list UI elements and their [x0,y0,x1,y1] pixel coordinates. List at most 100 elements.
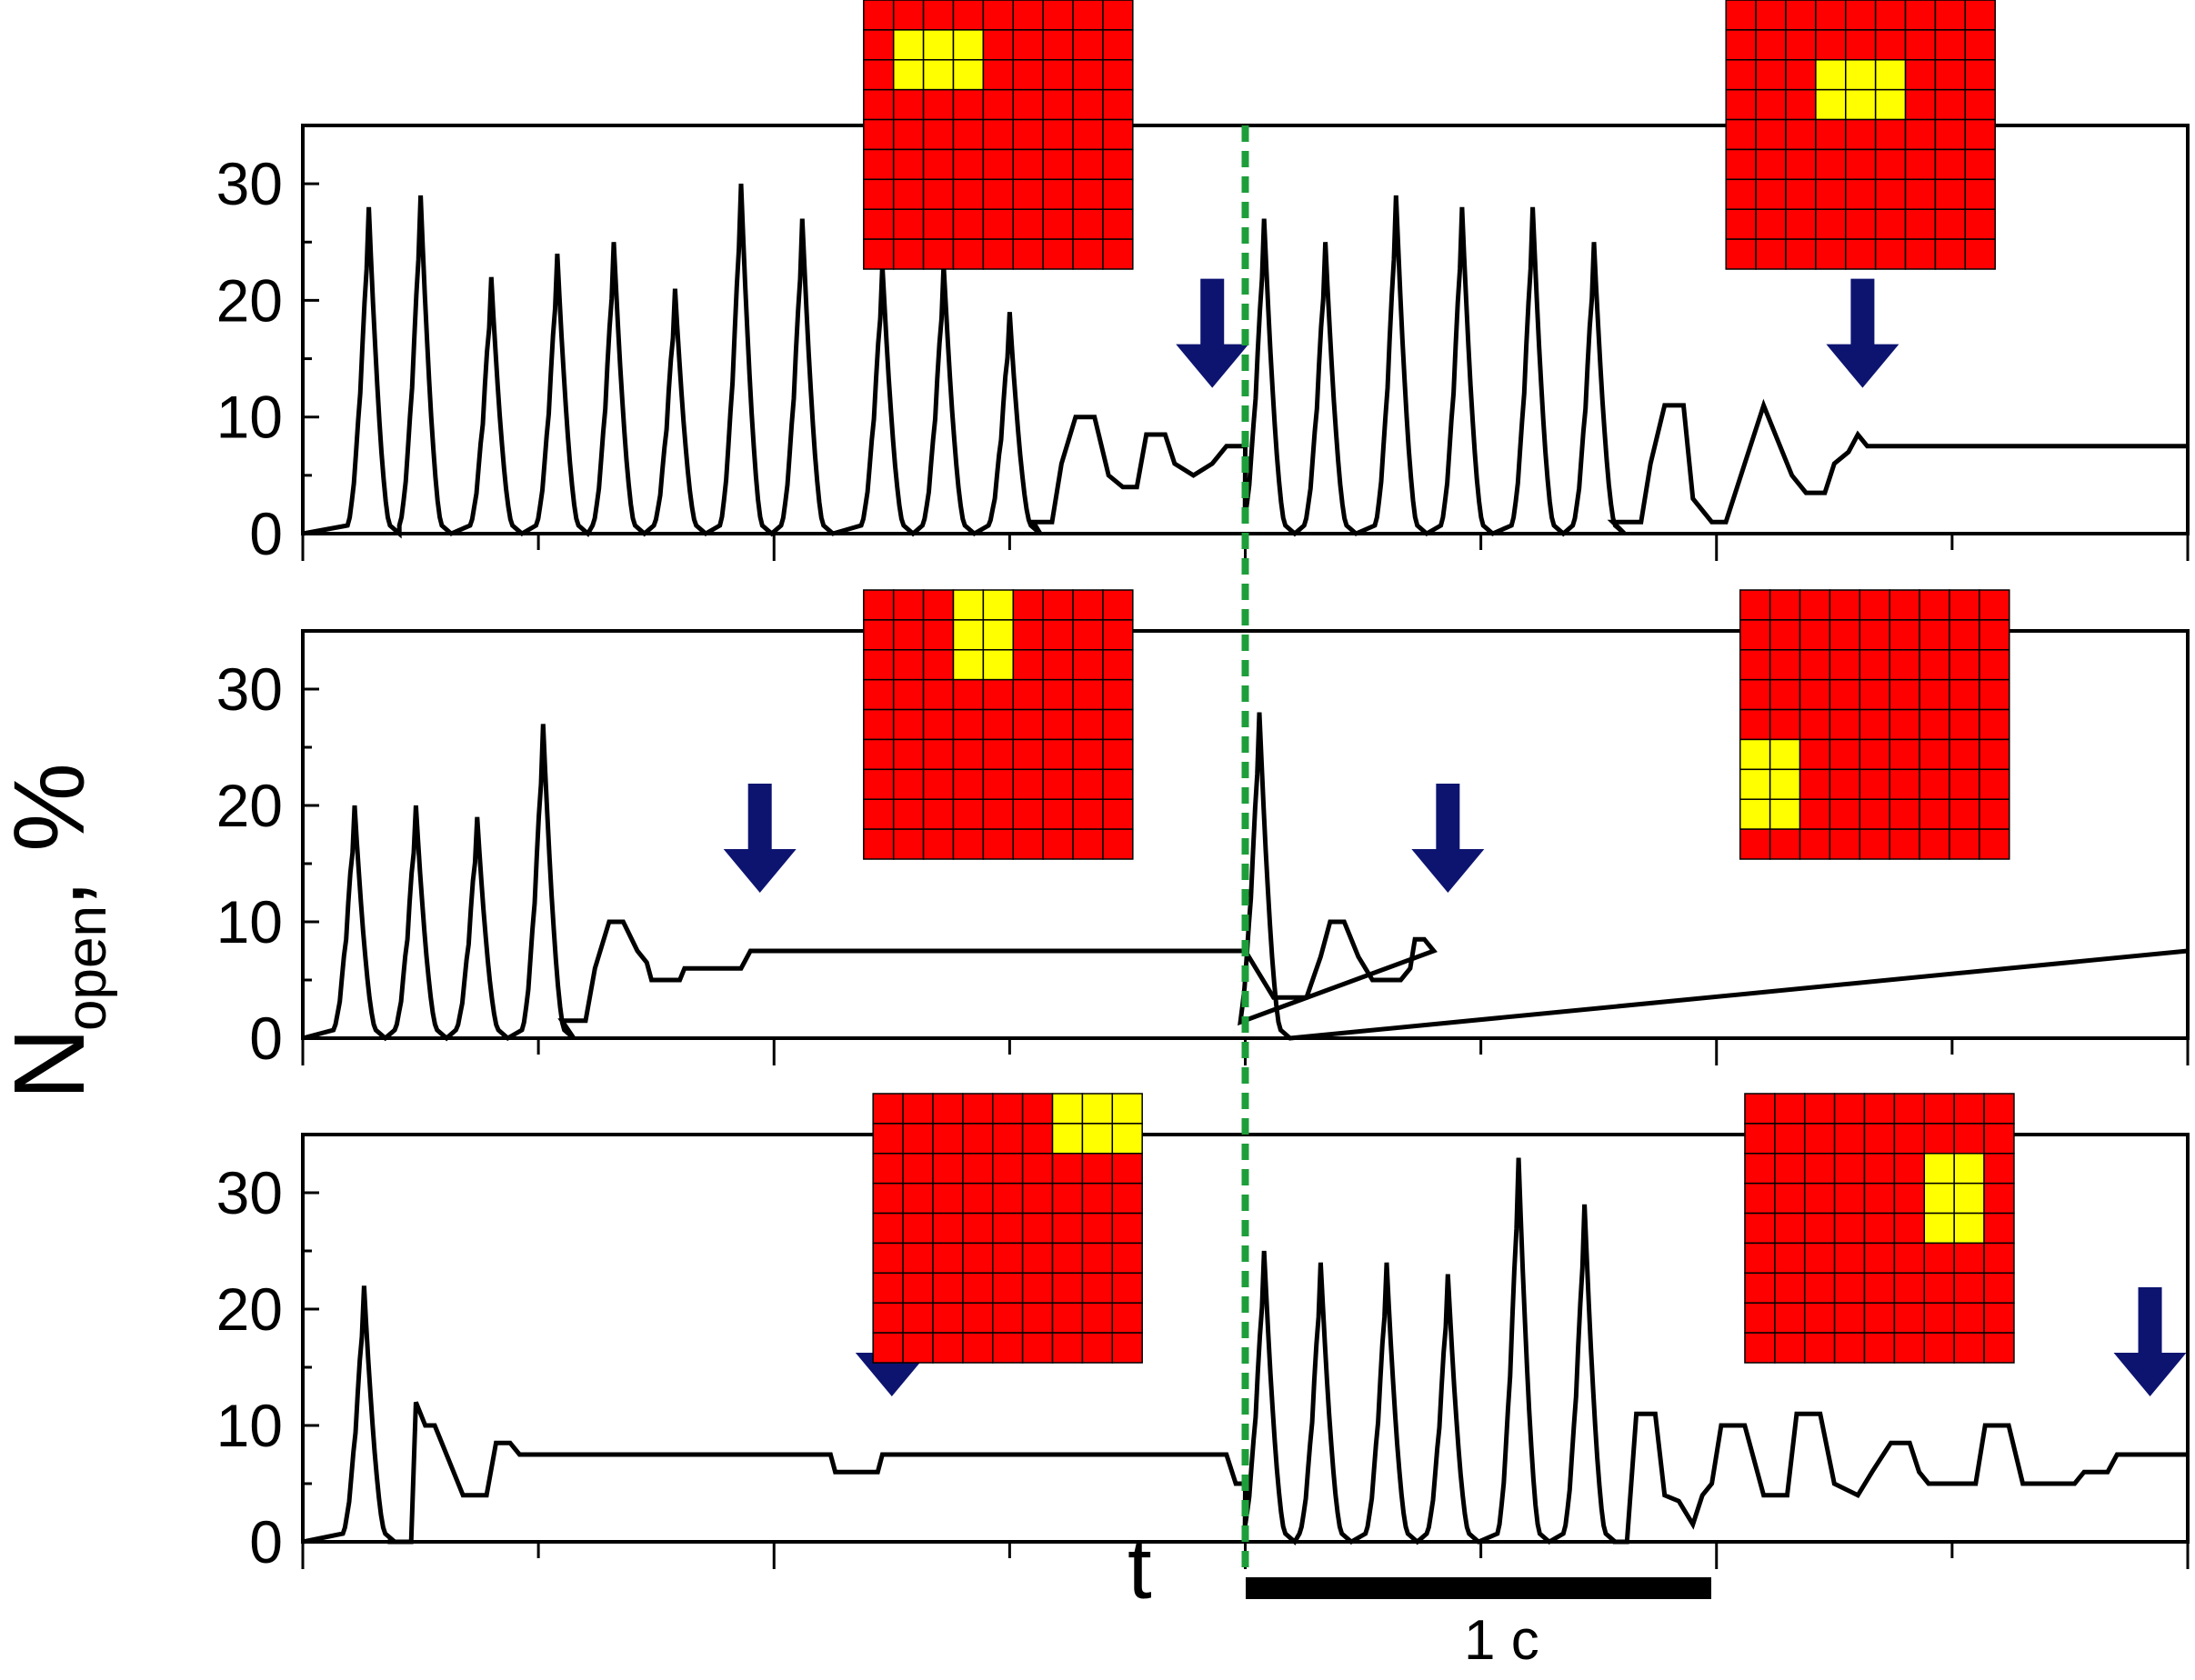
grid-cell [1923,1242,1955,1275]
grid-cell [872,1212,904,1245]
grid-cell [1102,59,1134,91]
grid-cell [1051,1212,1084,1245]
grid-cell [1012,148,1044,181]
grid-cell [1815,208,1847,240]
grid-cell [1889,798,1920,830]
grid-cell [1893,1182,1926,1215]
grid-cell [1042,0,1074,31]
grid-cell [863,798,895,830]
grid-cell [863,708,895,741]
grid-cell [1845,148,1877,181]
grid-cell-active [922,29,955,61]
grid-cell [1021,1182,1054,1215]
grid-cell-active [1739,768,1771,800]
grid-cell [1833,1302,1866,1334]
grid-cell [922,768,955,800]
grid-cell-active [1081,1123,1114,1155]
grid-cell [1983,1212,2015,1245]
grid-cell [982,118,1015,151]
grid-cell [1983,1332,2015,1364]
grid-cell [952,678,985,711]
grid-cell [1979,708,2010,741]
grid-cell [1769,678,1801,711]
grid-cell [1863,1212,1896,1245]
grid-cell [991,1242,1024,1275]
grid-cell [922,738,955,771]
grid-cell [1012,88,1044,121]
grid-cell [1774,1332,1806,1364]
grid-cell [1904,238,1937,270]
grid-cell-active [952,589,985,621]
grid-cell [1072,678,1104,711]
grid-cell [1859,678,1890,711]
grid-cell [1919,708,1950,741]
grid-cell [892,238,925,270]
grid-cell [1744,1123,1776,1155]
sensor-grid-inset [1744,1093,2015,1364]
grid-cell [1012,708,1044,741]
grid-cell [1893,1123,1926,1155]
grid-cell [1111,1182,1143,1215]
grid-cell [1863,1302,1896,1334]
grid-cell [863,738,895,771]
grid-cell [1725,208,1757,240]
grid-cell [1803,1242,1836,1275]
grid-cell [1803,1272,1836,1304]
grid-cell-active [1815,88,1847,121]
grid-cell [991,1332,1024,1364]
grid-cell [1859,738,1890,771]
grid-cell [1072,768,1104,800]
grid-cell [1919,738,1950,771]
grid-cell [863,619,895,651]
grid-cell [1829,738,1861,771]
grid-cell [932,1123,964,1155]
grid-cell [932,1332,964,1364]
y-tick-label: 20 [216,1275,283,1343]
grid-cell [1859,649,1890,681]
grid-cell [892,178,925,210]
grid-cell [1845,0,1877,31]
grid-cell [1102,678,1134,711]
grid-cell [1012,238,1044,270]
grid-cell [952,148,985,181]
grid-cell [962,1302,994,1334]
grid-cell [1949,589,1980,621]
grid-cell [863,148,895,181]
grid-cell [1863,1153,1896,1185]
grid-cell [952,0,985,31]
grid-cell [952,88,985,121]
grid-cell [1051,1242,1084,1275]
grid-cell [1755,118,1787,151]
grid-cell [1755,0,1787,31]
grid-cell [1081,1212,1114,1245]
grid-cell [892,0,925,31]
grid-cell [1889,828,1920,860]
grid-cell [1923,1272,1955,1304]
y-tick-label: 0 [249,1508,283,1575]
grid-cell [1829,678,1861,711]
grid-cell [1979,738,2010,771]
grid-cell [1072,798,1104,830]
grid-cell [1934,0,1967,31]
grid-cell [1102,29,1134,61]
grid-cell [962,1182,994,1215]
grid-cell [1081,1272,1114,1304]
grid-cell [1755,238,1787,270]
grid-cell [932,1212,964,1245]
grid-cell [1755,208,1787,240]
grid-cell [1102,148,1134,181]
grid-cell [1979,798,2010,830]
grid-cell [1051,1153,1084,1185]
grid-cell [1785,118,1817,151]
grid-cell [1815,0,1847,31]
grid-cell [1725,59,1757,91]
grid-cell [1081,1302,1114,1334]
y-axis-title: N open , % [0,763,118,1100]
trace-line [302,1157,2188,1545]
grid-cell [1744,1242,1776,1275]
grid-cell [982,148,1015,181]
grid-cell [1799,708,1831,741]
grid-cell [922,88,955,121]
grid-cell [932,1153,964,1185]
grid-cell [1755,59,1787,91]
